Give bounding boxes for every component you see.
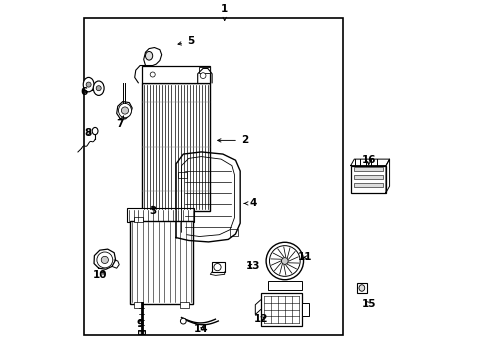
Ellipse shape: [97, 252, 113, 268]
Text: 15: 15: [361, 299, 375, 309]
Bar: [178, 172, 187, 178]
Bar: [230, 229, 238, 236]
Text: 2: 2: [217, 135, 247, 145]
Bar: [212, 262, 224, 272]
Text: 13: 13: [246, 261, 260, 271]
Bar: [142, 66, 210, 83]
Bar: [142, 83, 210, 211]
Bar: [350, 166, 385, 193]
Bar: [178, 229, 187, 236]
Text: 5: 5: [178, 36, 194, 46]
Ellipse shape: [281, 258, 287, 264]
Bar: [260, 293, 302, 326]
Text: 16: 16: [361, 155, 375, 165]
Ellipse shape: [180, 318, 186, 324]
Bar: [353, 167, 382, 171]
Ellipse shape: [269, 246, 300, 276]
Text: 11: 11: [297, 252, 312, 262]
Ellipse shape: [150, 72, 155, 77]
Ellipse shape: [265, 242, 303, 280]
Ellipse shape: [93, 81, 104, 95]
Bar: [88, 84, 103, 90]
Text: 10: 10: [93, 270, 107, 280]
Ellipse shape: [83, 77, 94, 92]
Text: 7: 7: [116, 116, 124, 129]
Bar: [138, 330, 145, 334]
Ellipse shape: [200, 73, 205, 78]
Bar: [180, 302, 189, 308]
Bar: [267, 281, 301, 290]
Text: 9: 9: [136, 319, 143, 329]
Bar: [353, 175, 382, 179]
Bar: [133, 302, 142, 308]
Ellipse shape: [145, 51, 152, 60]
Text: 3: 3: [149, 206, 156, 216]
Bar: [84, 18, 343, 335]
Ellipse shape: [118, 103, 131, 118]
Ellipse shape: [96, 86, 101, 91]
Ellipse shape: [121, 107, 128, 114]
Bar: [133, 217, 142, 222]
Ellipse shape: [101, 256, 108, 264]
Ellipse shape: [213, 264, 221, 271]
Bar: [356, 283, 366, 293]
Bar: [353, 183, 382, 187]
Bar: [130, 221, 193, 304]
Text: 12: 12: [253, 314, 267, 324]
Bar: [199, 67, 210, 73]
Text: 14: 14: [194, 324, 208, 334]
Text: 1: 1: [221, 4, 228, 21]
Ellipse shape: [86, 82, 91, 87]
Ellipse shape: [92, 127, 98, 135]
Text: 4: 4: [244, 198, 257, 208]
Text: 8: 8: [84, 128, 91, 138]
Bar: [127, 208, 194, 222]
Text: 6: 6: [81, 87, 88, 97]
Bar: [302, 303, 308, 316]
Ellipse shape: [358, 285, 364, 291]
